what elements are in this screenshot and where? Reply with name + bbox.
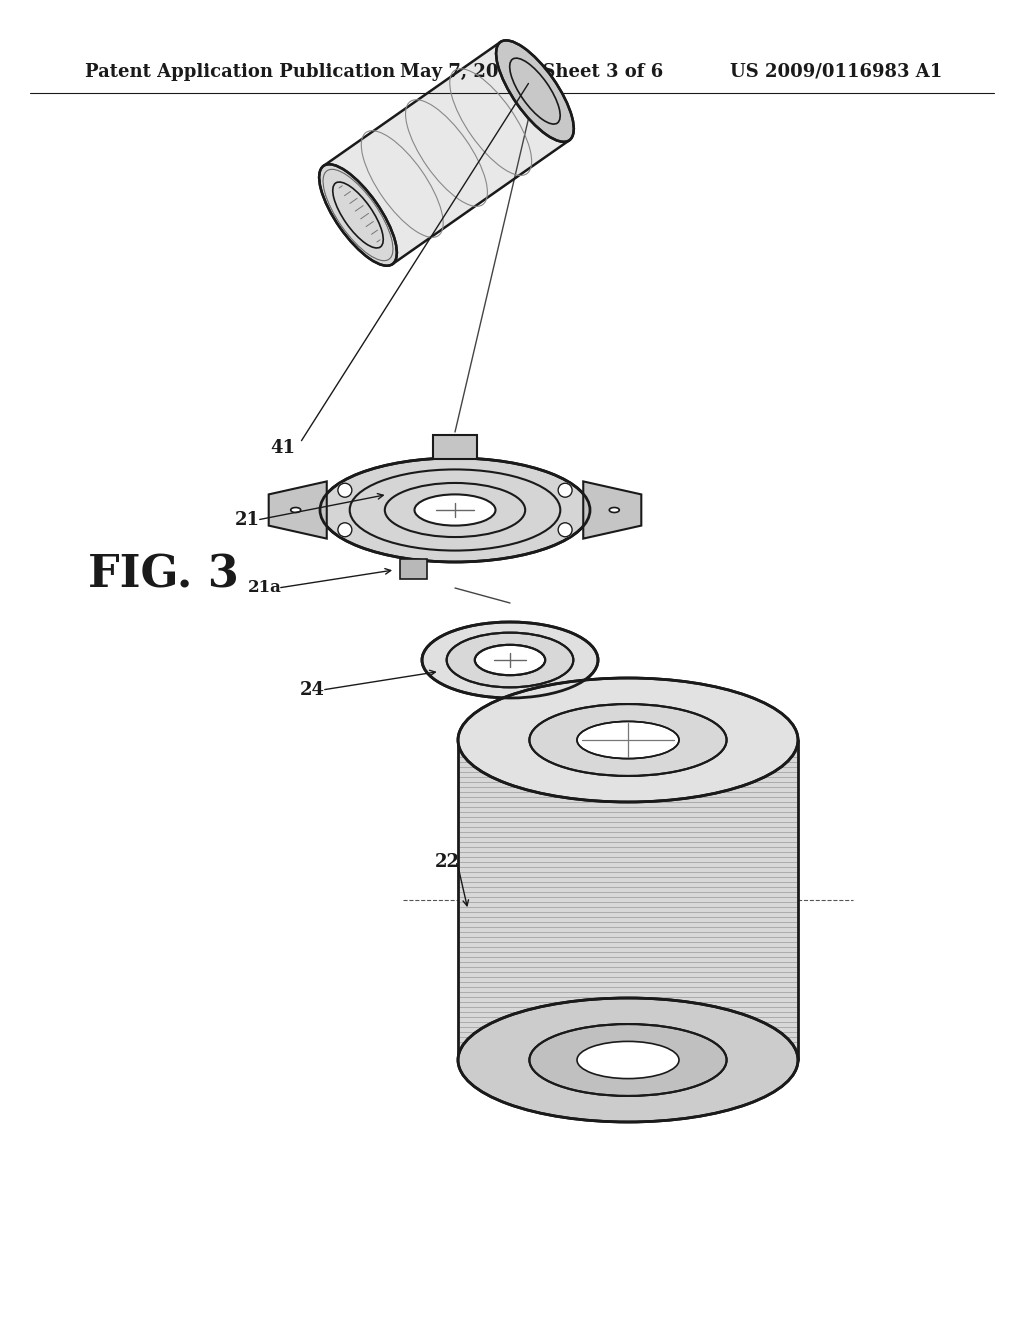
Ellipse shape bbox=[577, 1041, 679, 1078]
Text: FIG. 3: FIG. 3 bbox=[88, 553, 239, 597]
Text: US 2009/0116983 A1: US 2009/0116983 A1 bbox=[730, 63, 942, 81]
Ellipse shape bbox=[609, 507, 620, 512]
Ellipse shape bbox=[496, 41, 573, 141]
Ellipse shape bbox=[577, 722, 679, 759]
Ellipse shape bbox=[415, 495, 496, 525]
Ellipse shape bbox=[291, 507, 301, 512]
Ellipse shape bbox=[422, 622, 598, 698]
Ellipse shape bbox=[475, 644, 545, 676]
Ellipse shape bbox=[529, 1024, 727, 1096]
Polygon shape bbox=[324, 42, 569, 264]
Text: 41: 41 bbox=[270, 440, 295, 457]
Polygon shape bbox=[458, 741, 798, 1060]
Ellipse shape bbox=[458, 678, 798, 803]
Polygon shape bbox=[400, 560, 427, 578]
Polygon shape bbox=[268, 482, 327, 539]
Circle shape bbox=[558, 523, 572, 537]
Text: 24: 24 bbox=[300, 681, 325, 700]
Circle shape bbox=[338, 523, 352, 537]
Ellipse shape bbox=[458, 998, 798, 1122]
Text: 22: 22 bbox=[435, 853, 460, 871]
Text: 21: 21 bbox=[234, 511, 260, 529]
Polygon shape bbox=[433, 434, 477, 459]
Ellipse shape bbox=[319, 164, 397, 265]
Circle shape bbox=[558, 483, 572, 498]
Ellipse shape bbox=[319, 458, 590, 562]
Circle shape bbox=[338, 483, 352, 498]
Ellipse shape bbox=[529, 704, 727, 776]
Text: 21a: 21a bbox=[248, 579, 282, 597]
Polygon shape bbox=[584, 482, 641, 539]
Text: May 7, 2009   Sheet 3 of 6: May 7, 2009 Sheet 3 of 6 bbox=[400, 63, 664, 81]
Ellipse shape bbox=[446, 632, 573, 688]
Text: Patent Application Publication: Patent Application Publication bbox=[85, 63, 395, 81]
